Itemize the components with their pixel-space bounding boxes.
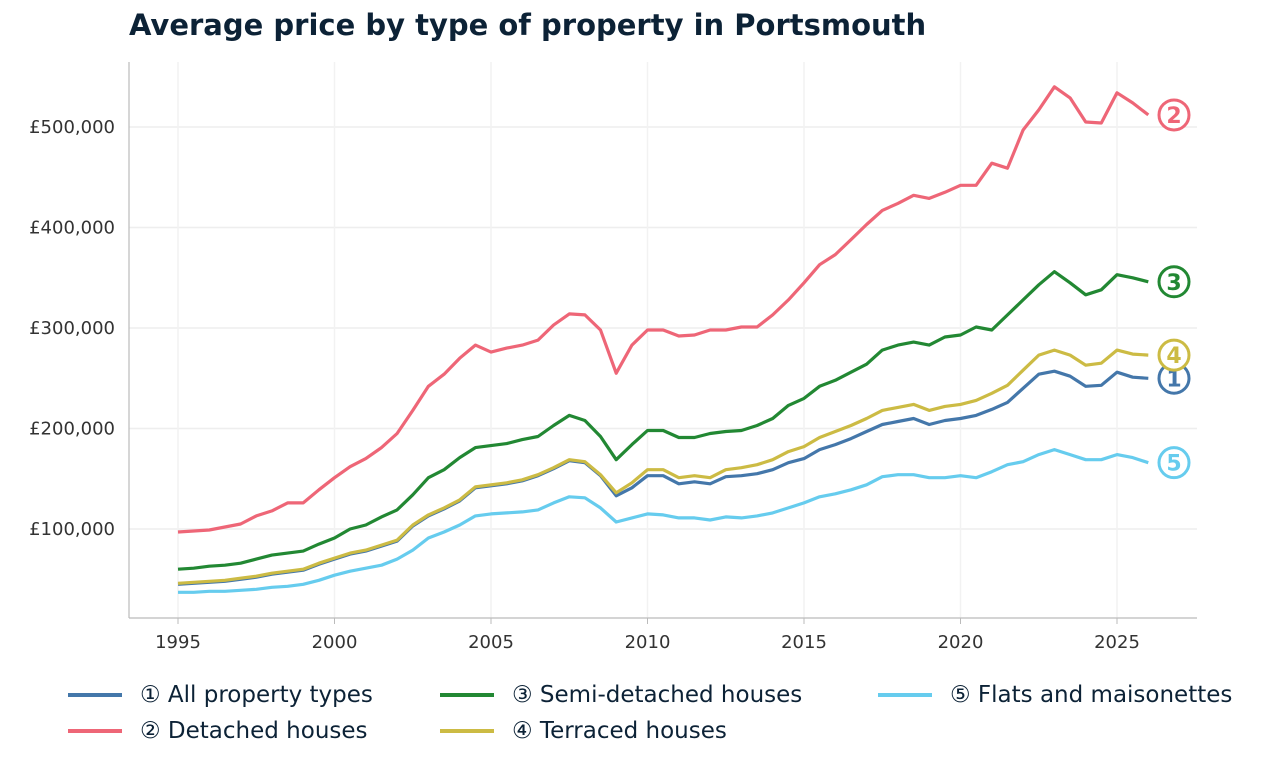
legend-item: ② Detached houses [68, 718, 368, 744]
legend-label: ④ Terraced houses [512, 718, 727, 744]
end-label-circle [1157, 338, 1191, 372]
y-tick-label: £100,000 [29, 519, 115, 540]
x-tick-label: 1995 [155, 632, 201, 653]
legend-label: ③ Semi-detached houses [512, 682, 803, 708]
series-line-1 [177, 369, 1149, 586]
end-label-number: 1 [1166, 367, 1181, 392]
y-tick-label: £400,000 [29, 218, 115, 239]
end-label-number: 2 [1166, 104, 1181, 129]
end-label-3: 3 [1157, 265, 1191, 299]
series-line-5 [178, 448, 1149, 594]
y-tick-label: £300,000 [29, 318, 115, 339]
legend-swatch [68, 729, 122, 733]
legend-swatch [878, 693, 932, 697]
series-line-2 [177, 85, 1150, 534]
legend-item: ⑤ Flats and maisonettes [878, 682, 1232, 708]
end-label-4: 4 [1157, 338, 1191, 372]
legend-item: ③ Semi-detached houses [440, 682, 802, 708]
end-label-2: 2 [1157, 98, 1191, 132]
x-tick-label: 2025 [1094, 632, 1140, 653]
x-tick-label: 2015 [781, 632, 827, 653]
x-tick-label: 2000 [312, 632, 358, 653]
end-label-number: 4 [1166, 344, 1181, 369]
x-tick-label: 2010 [625, 632, 671, 653]
end-label-5: 5 [1157, 446, 1191, 480]
series-line-3 [177, 270, 1149, 571]
end-label-circle [1157, 446, 1191, 480]
legend-label: ① All property types [140, 682, 373, 708]
legend-item: ④ Terraced houses [440, 718, 727, 744]
legend-label: ⑤ Flats and maisonettes [950, 682, 1233, 708]
y-tick-label: £500,000 [29, 117, 115, 138]
end-label-number: 5 [1166, 452, 1181, 477]
series-line-4 [177, 348, 1149, 585]
legend-label: ② Detached houses [140, 718, 368, 744]
legend-swatch [68, 693, 122, 697]
end-label-number: 3 [1166, 271, 1181, 296]
end-label-circle [1157, 265, 1191, 299]
legend-item: ① All property types [68, 682, 373, 708]
legend-swatch [440, 729, 494, 733]
y-tick-label: £200,000 [29, 419, 115, 440]
legend-swatch [440, 693, 494, 697]
chart-title: Average price by type of property in Por… [129, 8, 927, 42]
end-label-circle [1157, 98, 1191, 132]
x-tick-label: 2005 [468, 632, 514, 653]
x-tick-label: 2020 [938, 632, 984, 653]
